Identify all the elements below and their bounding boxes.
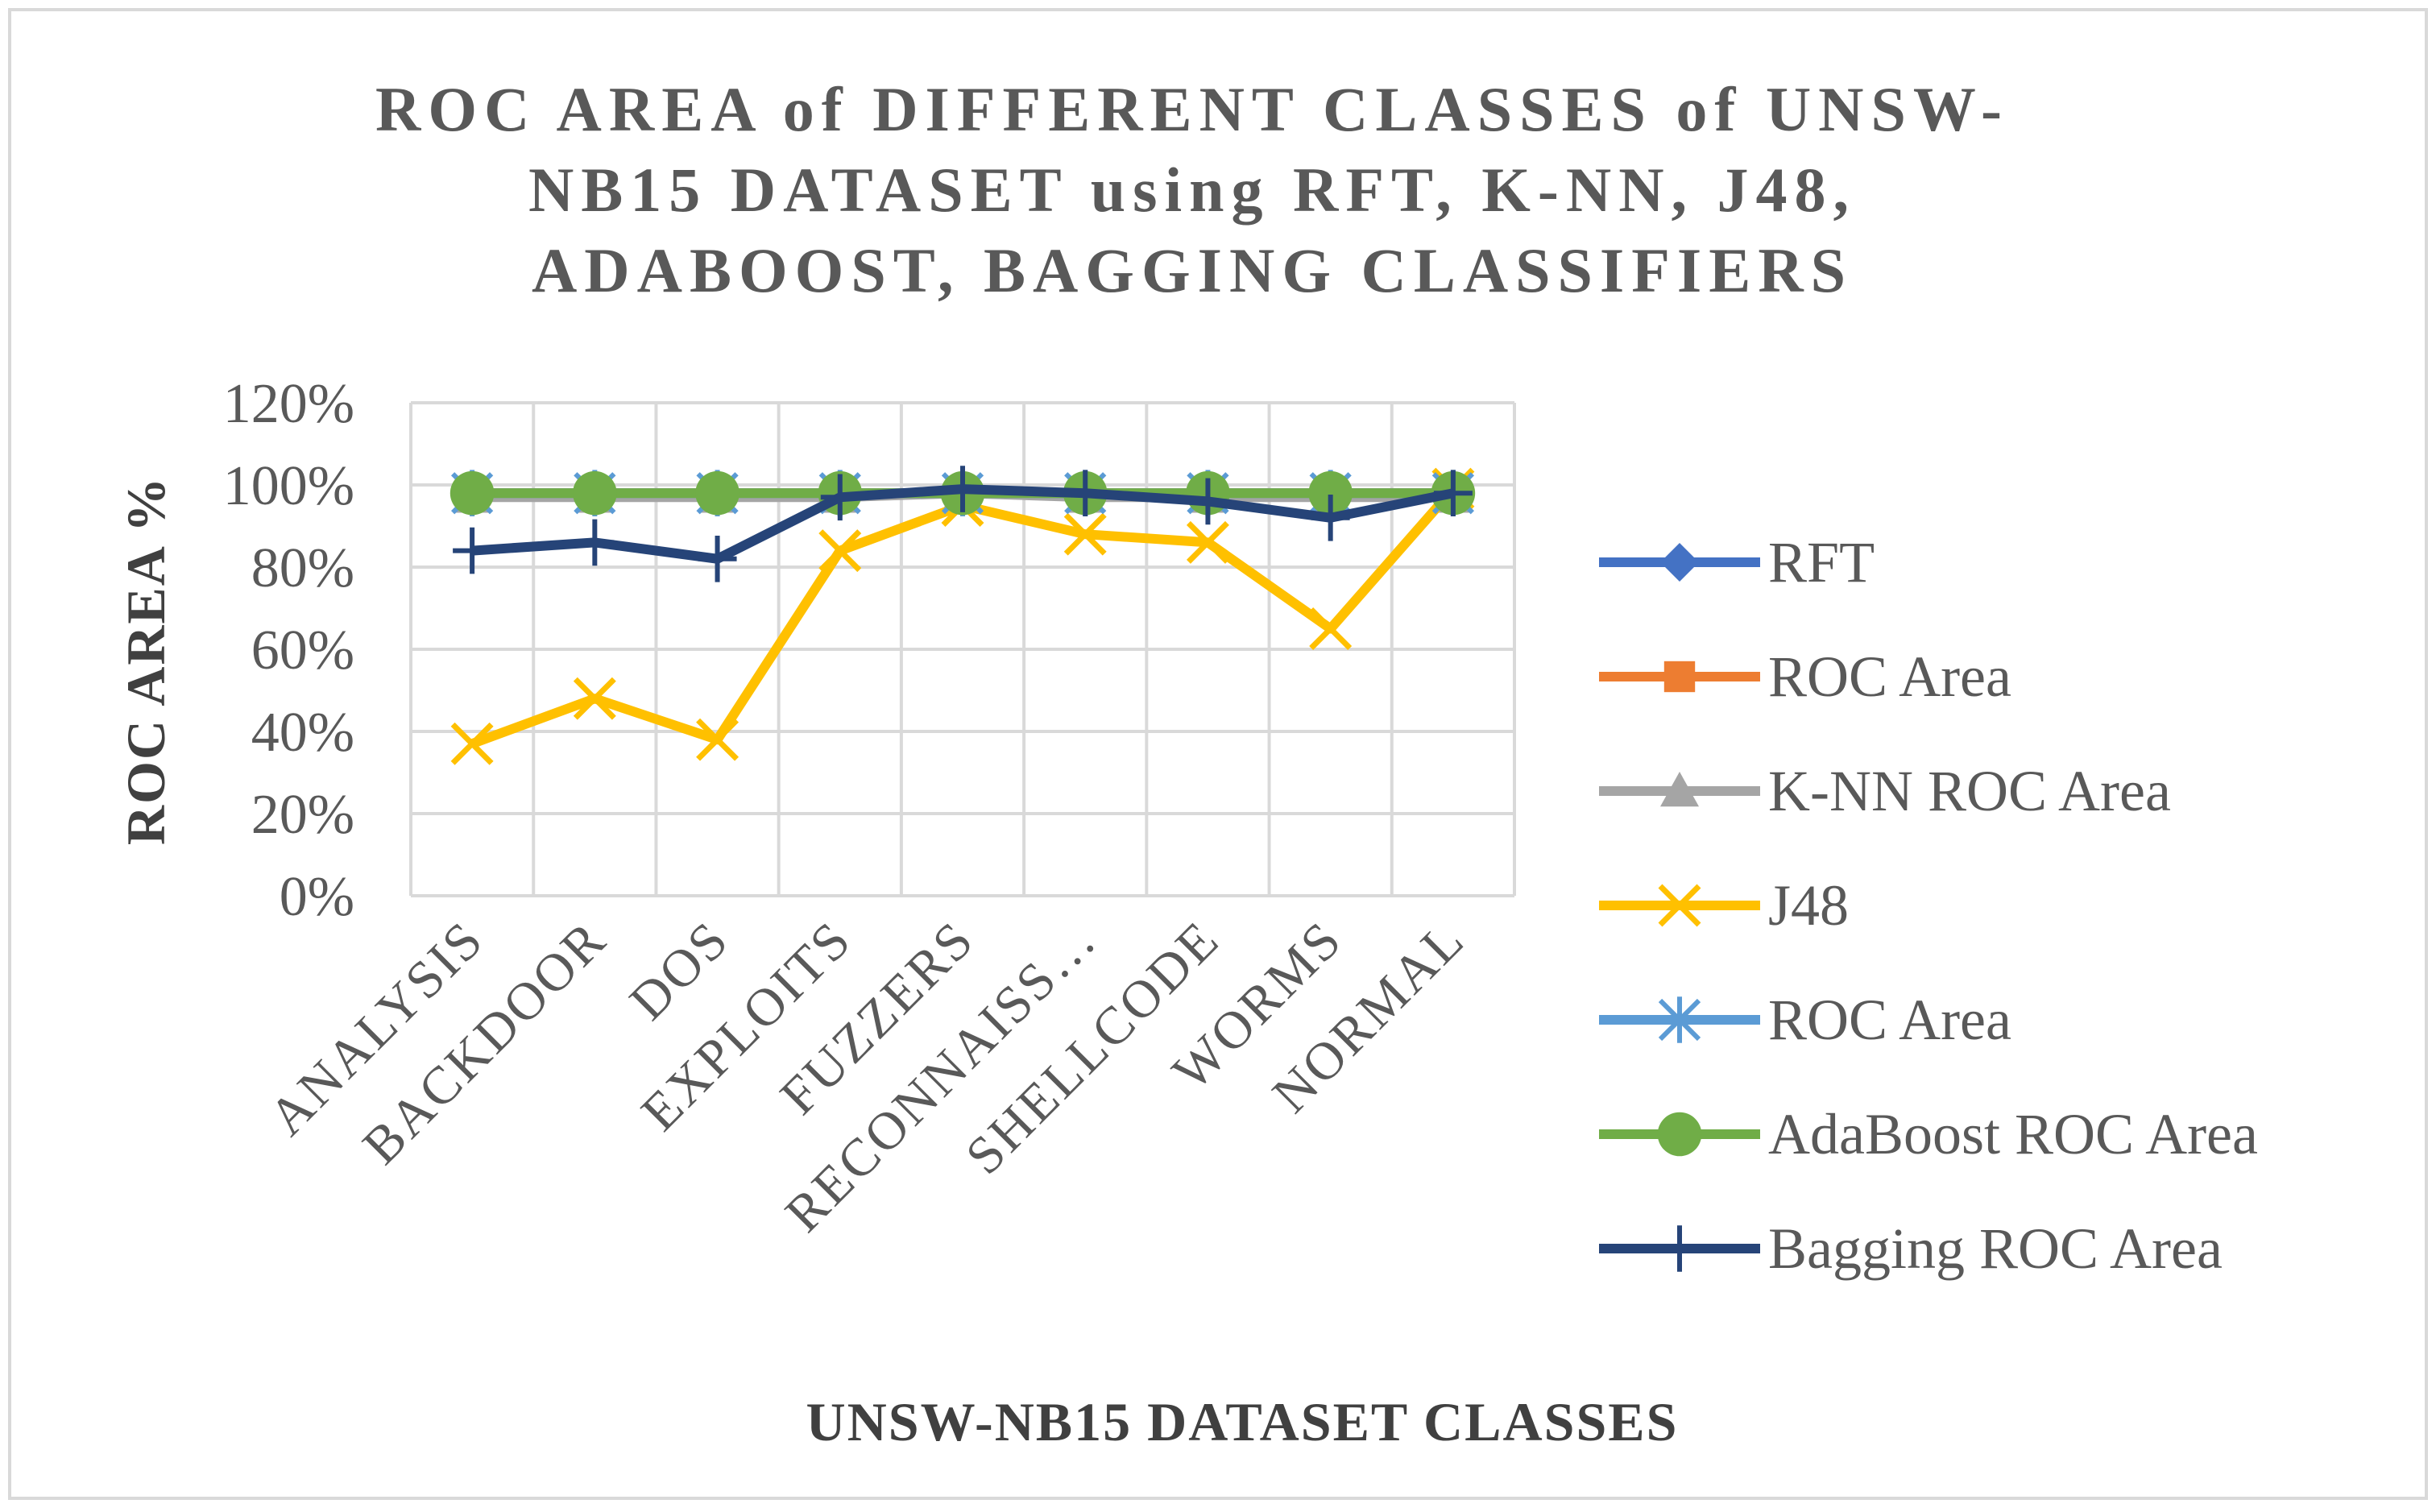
data-point <box>1308 470 1353 516</box>
y-tick-label: 100% <box>223 455 354 517</box>
data-point <box>1311 495 1350 541</box>
data-point <box>573 677 616 720</box>
legend-item: K-NN ROC Area <box>1599 759 2171 823</box>
data-point <box>575 519 615 566</box>
data-point <box>1186 520 1229 564</box>
data-point <box>1660 1225 1699 1272</box>
data-point <box>820 474 860 521</box>
data-point <box>1657 1112 1702 1157</box>
legend-label: ROC Area <box>1768 988 2011 1052</box>
marker-stroke <box>1309 607 1353 650</box>
data-point <box>1063 512 1107 556</box>
data-point <box>696 718 740 761</box>
marker-stroke <box>573 677 616 720</box>
data-point <box>1663 661 1696 693</box>
data-point <box>698 536 737 582</box>
marker-stroke <box>818 529 862 573</box>
marker-stroke <box>696 718 740 761</box>
chart-title-line-1: ROC AREA of DIFFERENT CLASSES of UNSW- <box>375 74 2009 144</box>
y-tick-label: 40% <box>251 702 354 764</box>
chart-title-line-3: ADABOOST, BAGGING CLASSIFIERS <box>532 235 1853 305</box>
data-point <box>943 466 982 512</box>
y-tick-label: 80% <box>251 537 354 599</box>
y-tick-label: 120% <box>223 373 354 435</box>
chart-title-line-2: NB15 DATASET using RFT, K-NN, J48, <box>528 155 1856 225</box>
legend: RFT ROC Area K-NN ROC Area J48 ROC Area AdaBo… <box>1599 530 2258 1281</box>
marker-stroke <box>1063 512 1107 556</box>
legend-item: Bagging ROC Area <box>1599 1216 2223 1281</box>
legend-item: AdaBoost ROC Area <box>1599 1102 2258 1166</box>
y-tick-label: 0% <box>280 866 354 928</box>
marker-stroke <box>450 722 494 765</box>
marker-stroke <box>1186 520 1229 564</box>
data-point <box>818 529 862 573</box>
series-7 <box>453 466 1473 582</box>
legend-label: K-NN ROC Area <box>1768 759 2171 823</box>
legend-label: ROC Area <box>1768 644 2011 709</box>
legend-label: AdaBoost ROC Area <box>1768 1102 2258 1166</box>
data-point <box>450 470 495 516</box>
legend-item: ROC Area <box>1599 988 2011 1052</box>
legend-item: ROC Area <box>1599 644 2011 709</box>
data-point <box>1066 470 1105 516</box>
legend-label: RFT <box>1768 530 1875 594</box>
legend-item: J48 <box>1599 873 1849 938</box>
data-point <box>695 470 740 516</box>
y-tick-label: 20% <box>251 784 354 846</box>
series-layer <box>450 466 1476 765</box>
y-tick-labels: 0% 20% 40% 60% 80% 100% 120% <box>223 373 354 928</box>
data-point <box>1660 543 1699 582</box>
y-tick-label: 60% <box>251 619 354 681</box>
data-point <box>1188 478 1228 525</box>
x-axis-title: UNSW-NB15 DATASET CLASSES <box>806 1391 1679 1452</box>
data-point <box>450 722 494 765</box>
legend-label: Bagging ROC Area <box>1768 1216 2223 1281</box>
marker-stroke <box>1658 884 1701 927</box>
legend-item: RFT <box>1599 530 1875 594</box>
data-point <box>1433 470 1473 516</box>
data-point <box>1658 884 1701 927</box>
data-point <box>573 470 617 516</box>
data-point <box>1658 996 1701 1043</box>
data-point <box>453 527 492 574</box>
data-point <box>1309 607 1353 650</box>
y-axis-title: ROC AREA % <box>115 476 176 845</box>
data-point <box>1660 772 1699 807</box>
legend-label: J48 <box>1768 873 1849 938</box>
